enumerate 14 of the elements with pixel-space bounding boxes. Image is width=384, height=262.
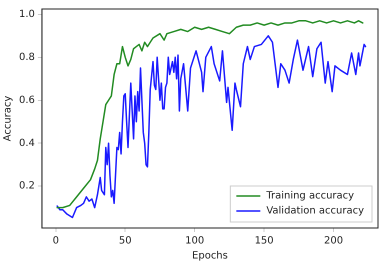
x-tick-label: 0 — [52, 236, 59, 247]
x-tick-label: 100 — [185, 236, 204, 247]
y-tick-label: 0.4 — [18, 138, 35, 149]
y-axis-title: Accuracy — [2, 96, 14, 142]
legend-label: Training accuracy — [265, 190, 354, 202]
y-tick-label: 0.8 — [18, 52, 35, 63]
y-tick-label: 0.2 — [18, 180, 35, 192]
x-tick-label: 200 — [324, 236, 344, 247]
legend-label: Validation accuracy — [266, 206, 364, 217]
x-axis-title: Epochs — [192, 250, 228, 262]
x-tick-label: 150 — [254, 236, 274, 247]
x-tick-label: 50 — [118, 236, 132, 247]
y-tick-label: 1.0 — [18, 8, 35, 20]
y-tick-label: 0.6 — [18, 94, 35, 106]
